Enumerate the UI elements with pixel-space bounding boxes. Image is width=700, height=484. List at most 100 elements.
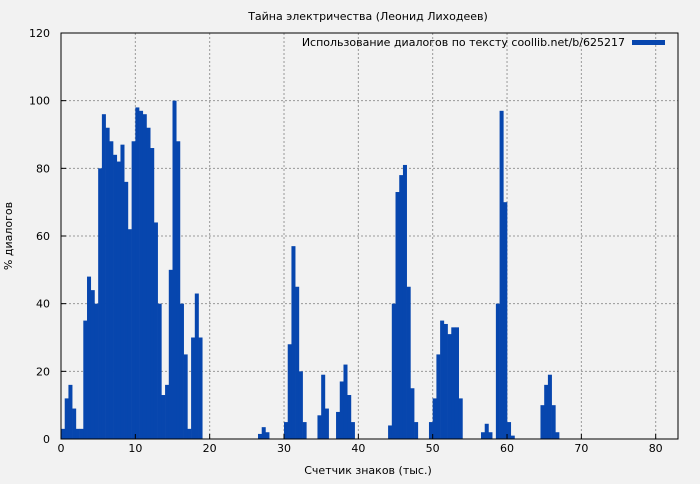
data-bar: [198, 337, 203, 439]
data-bar: [484, 423, 489, 439]
data-bar: [458, 398, 463, 439]
chart-title: Тайна электричества (Леонид Лиходеев): [247, 10, 488, 23]
data-bar: [287, 344, 292, 439]
data-bar: [120, 144, 125, 439]
data-bar: [414, 422, 419, 439]
grid: [61, 33, 678, 439]
data-bar: [101, 114, 106, 439]
data-bar: [399, 175, 404, 439]
data-bar: [347, 395, 352, 439]
x-tick-label: 80: [649, 442, 663, 455]
data-bar: [61, 428, 66, 439]
data-bar: [402, 164, 407, 439]
data-bar: [165, 384, 170, 439]
data-bar: [150, 148, 155, 440]
data-bar: [454, 327, 460, 439]
y-tick-label: 80: [36, 162, 50, 175]
data-bar: [187, 428, 192, 439]
data-area: [61, 100, 560, 440]
data-bar: [124, 181, 129, 439]
y-tick-label: 120: [29, 27, 50, 40]
data-bar: [261, 427, 266, 439]
data-bar: [153, 222, 158, 439]
data-bar: [339, 381, 344, 439]
data-bar: [179, 303, 184, 439]
data-bar: [350, 422, 355, 439]
legend-label: Использование диалогов по тексту coollib…: [302, 36, 625, 49]
data-bar: [168, 269, 173, 439]
data-bar: [488, 432, 493, 439]
data-bar: [157, 303, 162, 439]
y-tick-label: 20: [36, 365, 50, 378]
data-bar: [436, 354, 441, 439]
y-tick-label: 100: [29, 95, 50, 108]
data-bar: [139, 110, 144, 440]
data-bar: [131, 141, 136, 439]
data-bar: [443, 323, 448, 439]
data-bar: [113, 154, 118, 440]
data-bar: [142, 114, 147, 439]
data-bar: [109, 141, 114, 439]
data-bar: [336, 411, 341, 439]
data-bar: [116, 161, 121, 440]
x-tick-label: 20: [203, 442, 217, 455]
data-bar: [555, 432, 560, 439]
data-bar: [503, 202, 508, 439]
data-bar: [83, 320, 88, 439]
data-bar: [98, 168, 103, 440]
y-tick-label: 60: [36, 230, 50, 243]
data-bar: [298, 371, 303, 439]
data-bar: [75, 428, 80, 439]
data-bar: [265, 432, 270, 439]
data-bar: [291, 246, 296, 439]
x-tick-label: 0: [58, 442, 65, 455]
data-bar: [447, 334, 452, 439]
legend-swatch: [632, 40, 665, 45]
data-bar: [540, 405, 545, 439]
data-bar: [146, 127, 151, 439]
data-bar: [499, 110, 504, 440]
data-bar: [295, 286, 300, 439]
data-bar: [551, 405, 556, 439]
data-bar: [410, 388, 415, 439]
data-bar: [302, 422, 307, 439]
data-bar: [481, 432, 486, 439]
y-tick-label: 40: [36, 298, 50, 311]
data-bar: [135, 107, 140, 439]
x-tick-label: 70: [574, 442, 588, 455]
legend: Использование диалогов по тексту coollib…: [302, 36, 665, 49]
ticks: 0 10 20 30 40 50 60 70 80 0 20 40 60 80 100 120: [29, 27, 663, 455]
data-bar: [172, 100, 177, 440]
x-tick-label: 60: [500, 442, 514, 455]
data-bar: [317, 415, 322, 439]
data-bar: [391, 303, 396, 439]
x-tick-label: 10: [128, 442, 142, 455]
data-bar: [87, 276, 92, 439]
x-axis-label: Счетчик знаков (тыс.): [304, 464, 432, 477]
data-bar: [257, 433, 263, 439]
data-bar: [321, 374, 326, 439]
data-bar: [544, 384, 549, 439]
data-bar: [105, 127, 110, 439]
data-bar: [183, 354, 188, 439]
x-tick-label: 50: [426, 442, 440, 455]
data-bar: [64, 398, 69, 439]
data-bar: [395, 192, 400, 439]
x-tick-label: 40: [351, 442, 365, 455]
data-bar: [440, 320, 445, 439]
data-bar: [72, 408, 77, 439]
data-bar: [161, 395, 166, 439]
data-bar: [510, 435, 515, 439]
data-bar: [432, 398, 437, 439]
data-bar: [176, 141, 181, 439]
data-bar: [194, 293, 199, 439]
data-bar: [324, 408, 329, 439]
data-bar: [451, 327, 456, 439]
data-bar: [68, 384, 73, 439]
data-bar: [79, 428, 84, 439]
y-axis-label: % диалогов: [2, 202, 15, 270]
data-bar: [90, 290, 95, 439]
data-bar: [507, 422, 512, 439]
data-bar: [343, 364, 348, 439]
